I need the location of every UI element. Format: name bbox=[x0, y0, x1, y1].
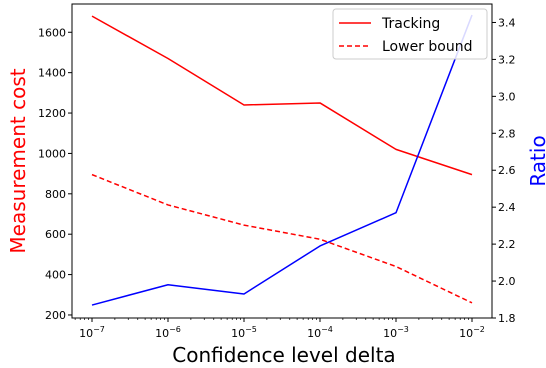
right-y-tick-label: 2.8 bbox=[498, 127, 516, 140]
left-y-tick-label: 800 bbox=[45, 188, 66, 201]
left-y-tick-label: 1200 bbox=[38, 107, 66, 120]
x-tick-label: 10−7 bbox=[79, 325, 105, 340]
right-y-tick-label: 3.2 bbox=[498, 53, 516, 66]
left-y-tick-label: 200 bbox=[45, 309, 66, 322]
right-y-tick-label: 1.8 bbox=[498, 312, 516, 325]
legend-label-lower-bound: Lower bound bbox=[382, 39, 472, 55]
left-y-tick-label: 400 bbox=[45, 269, 66, 282]
plot-area: 10−7 10−6 10−5 10−4 10−3 10−2 200 400 600 800 100… bbox=[38, 3, 516, 340]
series-lines bbox=[91, 14, 473, 306]
x-tick-label: 10−2 bbox=[459, 325, 485, 340]
left-y-tick-label: 1600 bbox=[38, 26, 66, 39]
x-axis-label: Confidence level delta bbox=[172, 343, 395, 367]
right-y-axis-ticks: 1.8 2.0 2.2 2.4 2.6 2.8 3.0 3.2 3.4 bbox=[492, 16, 516, 325]
right-y-tick-label: 3.0 bbox=[498, 90, 516, 103]
left-y-tick-label: 1400 bbox=[38, 67, 66, 80]
legend-label-tracking: Tracking bbox=[381, 16, 440, 32]
left-y-tick-label: 600 bbox=[45, 228, 66, 241]
x-tick-label: 10−6 bbox=[155, 325, 181, 340]
right-y-tick-label: 2.6 bbox=[498, 164, 516, 177]
right-y-axis-label: Ratio bbox=[526, 135, 546, 186]
left-y-axis-label: Measurement cost bbox=[6, 68, 30, 253]
legend: Tracking Lower bound bbox=[332, 8, 488, 60]
series-tracking-line bbox=[91, 15, 473, 176]
x-tick-label: 10−3 bbox=[383, 325, 409, 340]
right-y-tick-label: 2.2 bbox=[498, 238, 516, 251]
right-y-tick-label: 2.4 bbox=[498, 201, 516, 214]
right-y-tick-label: 2.0 bbox=[498, 275, 516, 288]
series-ratio-line bbox=[91, 14, 473, 306]
left-y-axis-ticks: 200 400 600 800 1000 1200 1400 1600 bbox=[38, 26, 72, 322]
left-y-tick-label: 1000 bbox=[38, 147, 66, 160]
series-lower-bound-line bbox=[91, 173, 473, 304]
x-axis-ticks: 10−7 10−6 10−5 10−4 10−3 10−2 bbox=[74, 318, 485, 340]
x-tick-label: 10−4 bbox=[307, 325, 333, 340]
right-y-tick-label: 3.4 bbox=[498, 16, 516, 29]
x-tick-label: 10−5 bbox=[231, 325, 257, 340]
legend-box bbox=[332, 8, 488, 60]
plot-frame bbox=[71, 3, 493, 319]
